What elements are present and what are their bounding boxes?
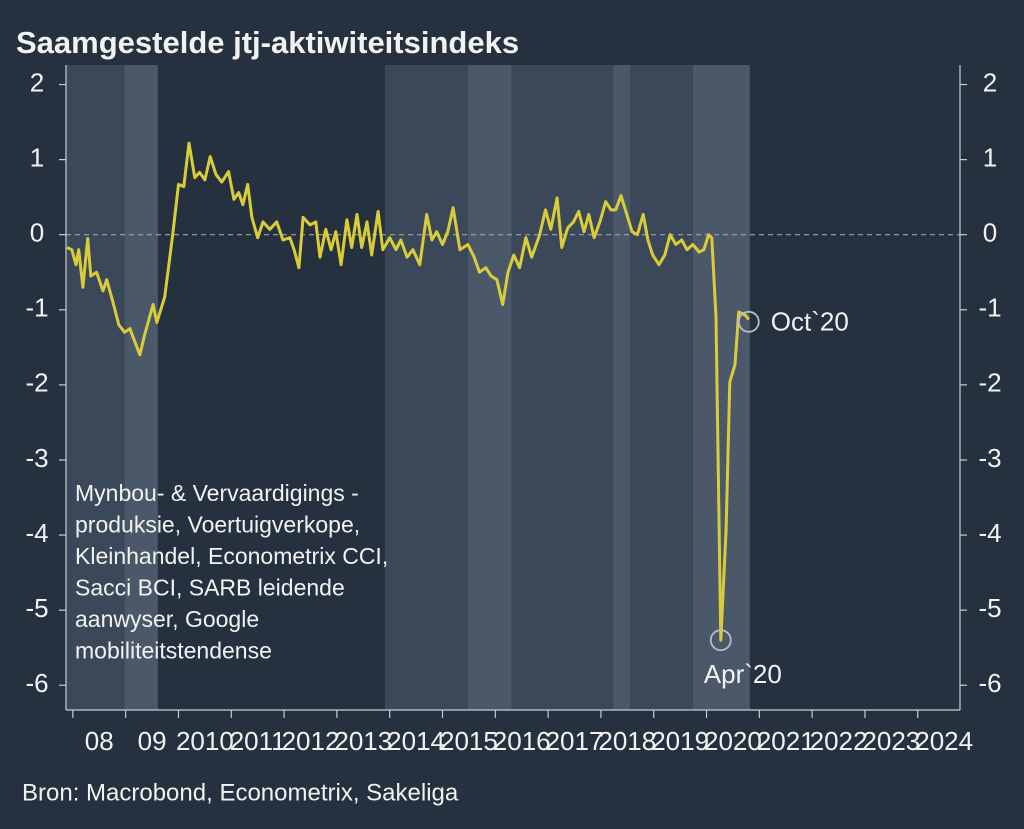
shaded-band xyxy=(511,65,614,710)
x-tick-label: 2022 xyxy=(810,726,868,756)
shaded-band xyxy=(613,65,630,710)
x-tick-label: 2017 xyxy=(546,726,604,756)
y-tick-label: 2 xyxy=(30,67,44,97)
y2-tick-label: 0 xyxy=(983,218,997,248)
x-tick-label: 2019 xyxy=(651,726,709,756)
annotation-marker xyxy=(737,310,760,333)
y2-tick-label: -6 xyxy=(978,668,1001,698)
y-tick-label: -6 xyxy=(25,668,48,698)
chart-title: Saamgestelde jtj-aktiwiteitsindeks xyxy=(16,25,519,60)
x-tick-label: 08 xyxy=(85,726,114,756)
annotation-label: Oct`20 xyxy=(771,307,849,337)
note-line: Kleinhandel, Econometrix CCI, xyxy=(75,543,388,569)
note-line: Sacci BCI, SARB leidende xyxy=(75,575,345,601)
y2-tick-label: 1 xyxy=(983,142,997,172)
x-tick-label: 2012 xyxy=(282,726,340,756)
note-line: Mynbou- & Vervaardigings - xyxy=(75,480,359,506)
y2-tick-label: -1 xyxy=(978,293,1001,323)
x-tick-label: 2014 xyxy=(387,726,445,756)
note-line: mobiliteitstendense xyxy=(75,638,272,664)
x-tick-label: 2020 xyxy=(704,726,762,756)
x-tick-label: 2016 xyxy=(493,726,551,756)
y2-tick-label: -3 xyxy=(978,443,1001,473)
note-line: aanwyser, Google xyxy=(75,606,259,632)
shaded-band xyxy=(467,65,512,710)
x-tick-label: 09 xyxy=(138,726,167,756)
annotation-label: Apr`20 xyxy=(704,659,782,689)
y2-tick-label: -4 xyxy=(978,518,1001,548)
y2-tick-label: -5 xyxy=(978,593,1001,623)
y-tick-label: -1 xyxy=(25,293,48,323)
y-tick-label: 1 xyxy=(30,142,44,172)
data-line xyxy=(66,141,750,642)
y-tick-label: -4 xyxy=(25,518,48,548)
x-tick-label: 2024 xyxy=(915,726,973,756)
annotation-marker xyxy=(709,629,732,652)
x-tick-label: 2013 xyxy=(334,726,392,756)
x-tick-label: 2015 xyxy=(440,726,498,756)
x-tick-label: 2021 xyxy=(757,726,815,756)
y2-tick-label: 2 xyxy=(983,67,997,97)
y-tick-label: -5 xyxy=(25,593,48,623)
y-tick-label: -2 xyxy=(25,368,48,398)
x-tick-label: 2018 xyxy=(598,726,656,756)
shaded-band xyxy=(66,65,125,710)
y2-tick-label: -2 xyxy=(978,368,1001,398)
x-tick-label: 2011 xyxy=(230,726,286,756)
x-tick-label: 2010 xyxy=(176,726,234,756)
shaded-band xyxy=(629,65,693,710)
y-tick-label: -3 xyxy=(25,443,48,473)
x-tick-label: 2023 xyxy=(862,726,920,756)
shaded-band xyxy=(124,65,158,710)
y-tick-label: 0 xyxy=(30,218,44,248)
source: Bron: Macrobond, Econometrix, Sakeliga xyxy=(22,779,459,806)
note-line: produksie, Voertuigverkope, xyxy=(75,512,360,538)
shaded-band xyxy=(384,65,468,710)
